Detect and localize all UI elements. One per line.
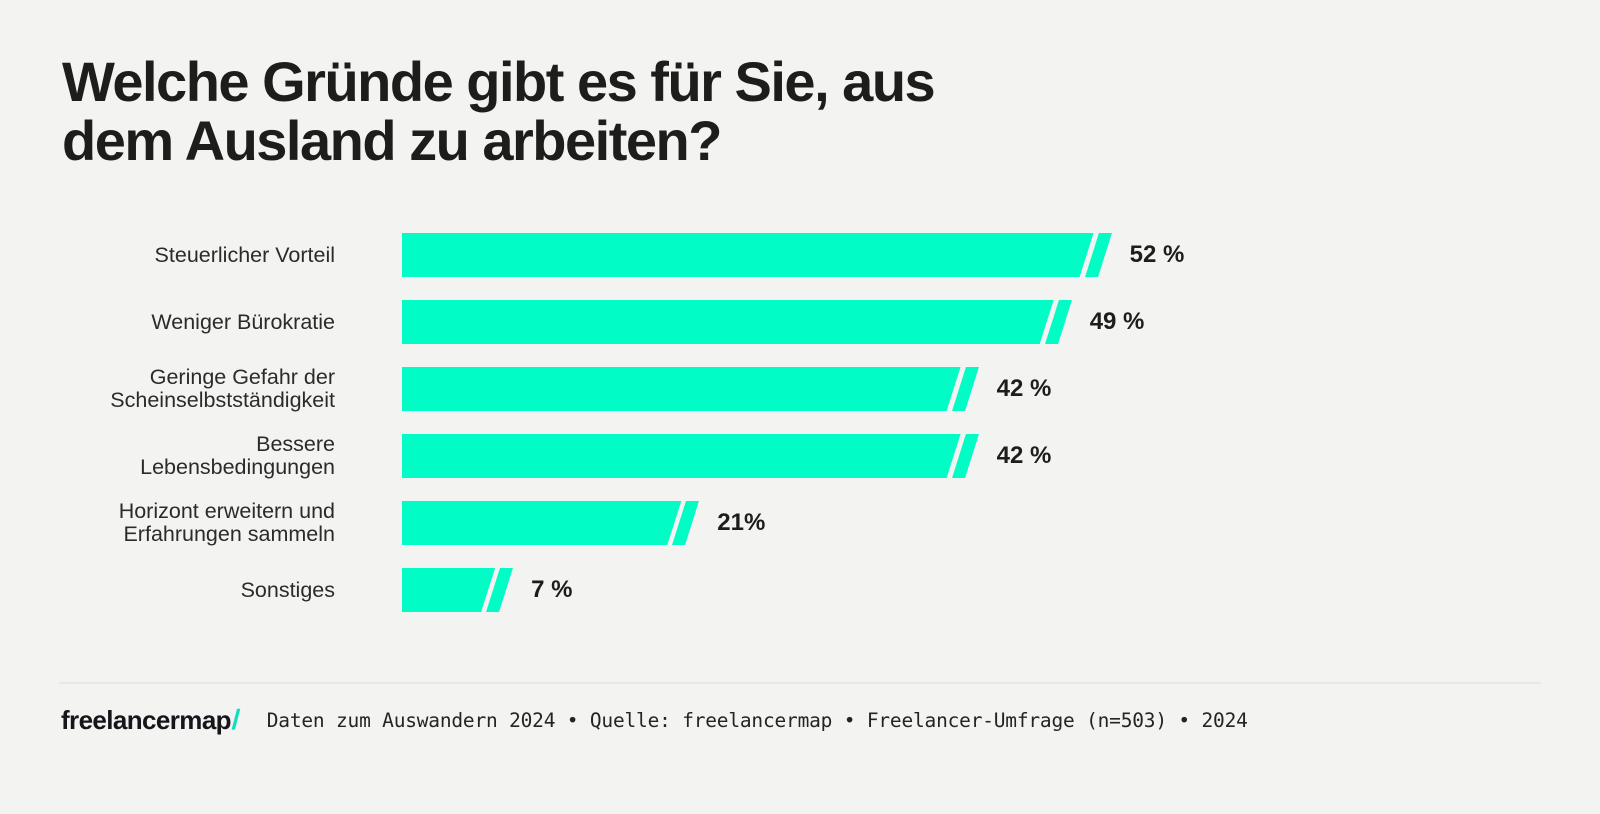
bar — [402, 367, 979, 411]
value-label: 7 % — [531, 576, 573, 603]
bar — [402, 300, 1072, 344]
bar-fill — [402, 434, 961, 478]
bar — [402, 568, 514, 612]
bar-area: 42 % — [402, 367, 1560, 411]
category-label: Bessere Lebensbedingungen — [140, 432, 335, 479]
category-label: Weniger Bürokratie — [151, 309, 335, 334]
bar-fill — [402, 501, 681, 545]
category-label: Sonstiges — [240, 577, 335, 602]
bar-row: Horizont erweitern und Erfahrungen samme… — [60, 499, 1560, 546]
value-label: 49 % — [1089, 308, 1145, 335]
bar-row: Weniger Bürokratie 49 % — [60, 300, 1560, 344]
bar-row: Steuerlicher Vorteil 52 % — [60, 233, 1560, 277]
logo-wordmark: freelancermap — [61, 704, 232, 735]
value-label: 42 % — [996, 375, 1052, 402]
value-label: 42 % — [996, 442, 1052, 469]
logo-slash-icon: / — [230, 704, 241, 735]
footer-divider — [59, 682, 1541, 684]
source-caption: Daten zum Auswandern 2024 • Quelle: free… — [266, 708, 1248, 732]
freelancermap-logo: freelancermap / — [61, 704, 241, 736]
page-title: Welche Gründe gibt es für Sie, aus dem A… — [62, 50, 936, 172]
bar-area: 7 % — [402, 568, 1560, 612]
category-label: Geringe Gefahr der Scheinselbstständigke… — [110, 365, 335, 412]
bar-fill — [402, 300, 1054, 344]
bar-fill — [402, 568, 495, 612]
category-label: Horizont erweitern und Erfahrungen samme… — [118, 499, 335, 546]
bar — [402, 501, 700, 545]
page-title-line1: Welche Gründe gibt es für Sie, aus — [62, 50, 936, 113]
category-label: Steuerlicher Vorteil — [154, 242, 335, 267]
bar — [402, 233, 1112, 277]
bar-fill — [402, 233, 1094, 277]
bar-area: 21% — [402, 501, 1560, 545]
bar-area: 52 % — [402, 233, 1560, 277]
bar-row: Geringe Gefahr der Scheinselbstständigke… — [60, 365, 1560, 412]
bar-row: Sonstiges 7 % — [60, 568, 1560, 612]
bar-area: 49 % — [402, 300, 1560, 344]
footer: freelancermap / Daten zum Auswandern 202… — [61, 704, 1560, 736]
value-label: 52 % — [1129, 241, 1185, 268]
bar-area: 42 % — [402, 434, 1560, 478]
bar — [402, 434, 979, 478]
page-title-line2: dem Ausland zu arbeiten? — [62, 109, 722, 172]
bar-fill — [402, 367, 961, 411]
bar-chart: Steuerlicher Vorteil 52 % Weniger Bürokr… — [60, 233, 1560, 635]
value-label: 21% — [717, 509, 766, 536]
bar-row: Bessere Lebensbedingungen 42 % — [60, 432, 1560, 479]
